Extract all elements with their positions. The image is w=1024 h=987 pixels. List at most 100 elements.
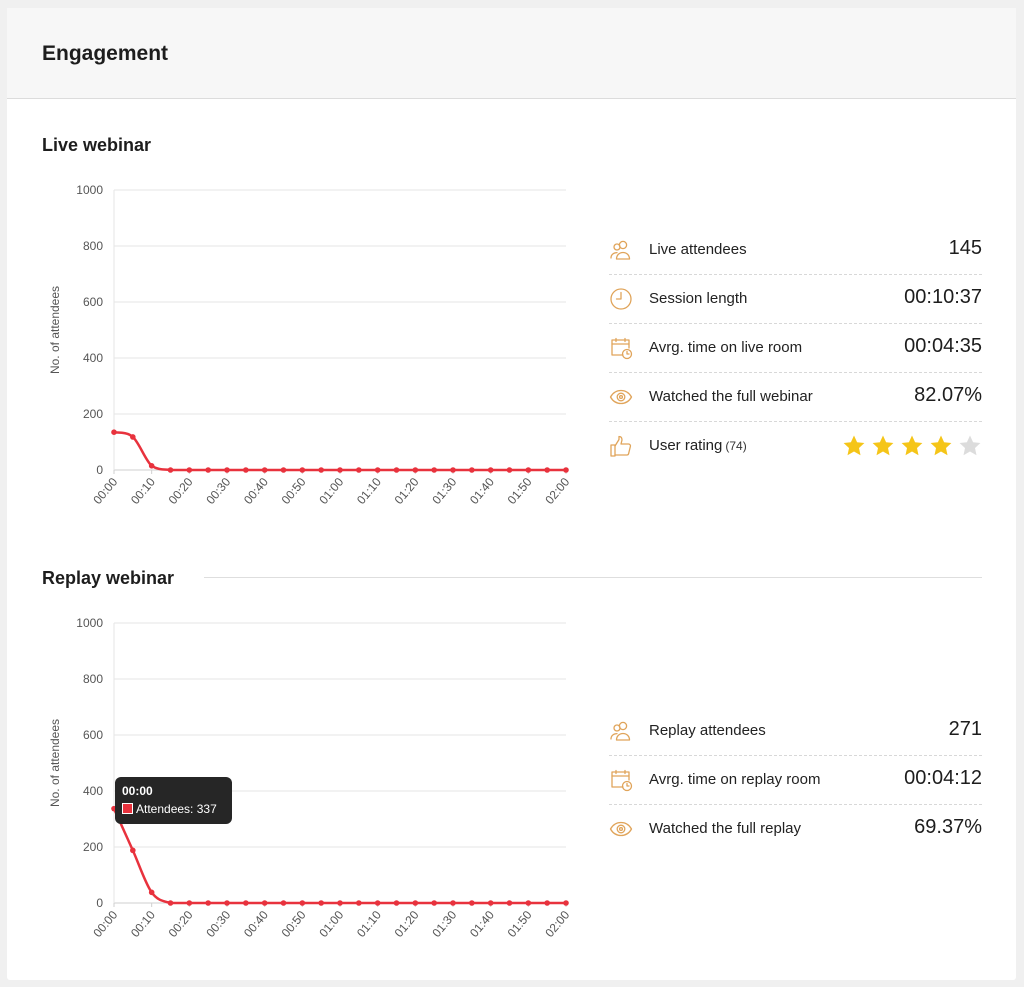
stat-value: 145	[948, 237, 982, 259]
stat-label: Watched the full webinar	[649, 388, 813, 405]
stat-label: Session length	[649, 290, 747, 307]
data-point	[374, 467, 381, 473]
star-rating	[837, 434, 982, 458]
x-tick-label: 00:20	[166, 475, 196, 507]
data-point	[130, 434, 136, 440]
stat-label-text: Avrg. time on live room	[649, 339, 803, 356]
y-tick-label: 600	[83, 295, 103, 309]
stat-value: 271	[948, 718, 982, 740]
stat-label-text: Watched the full replay	[649, 820, 802, 837]
stat-value: 00:04:12	[904, 767, 982, 789]
thumbs-up-icon	[609, 434, 633, 458]
data-point	[337, 900, 343, 906]
stat-value: 00:04:35	[904, 335, 982, 357]
data-point	[299, 900, 306, 906]
card-header: Engagement	[7, 8, 1016, 99]
attendees-icon	[609, 719, 633, 743]
x-tick-label: 00:40	[241, 475, 271, 507]
x-tick-label: 00:10	[128, 475, 158, 507]
calendar-clock-icon	[609, 768, 633, 792]
y-tick-label: 1000	[76, 616, 103, 630]
x-tick-label: 02:00	[542, 475, 572, 507]
data-point	[487, 467, 494, 473]
rating-count: (74)	[725, 439, 747, 453]
stat-row-live-4: User rating (74)	[609, 422, 982, 470]
stat-label: Replay attendees	[649, 722, 766, 739]
stat-label-text: Avrg. time on replay room	[649, 771, 821, 788]
clock-icon	[609, 287, 633, 311]
stat-label-text: Session length	[649, 290, 748, 307]
star-icon	[843, 435, 865, 456]
x-tick-label: 01:10	[354, 908, 384, 940]
data-point	[487, 900, 494, 906]
star-icon	[959, 435, 981, 456]
stat-row-replay-2: Watched the full replay 69.37%	[609, 805, 982, 853]
stat-value: 69.37%	[914, 816, 982, 838]
stat-label: Avrg. time on replay room	[649, 771, 820, 788]
data-point	[356, 900, 362, 906]
data-point	[261, 467, 268, 473]
y-tick-label: 800	[83, 239, 103, 253]
data-point	[450, 467, 456, 473]
tooltip-value: 337	[196, 802, 217, 816]
x-tick-label: 01:40	[467, 908, 497, 940]
y-tick-label: 400	[83, 784, 103, 798]
stat-row-replay-0: Replay attendees 271	[609, 707, 982, 756]
y-tick-label: 1000	[76, 183, 103, 197]
y-tick-label: 600	[83, 728, 103, 742]
data-point	[469, 900, 475, 906]
section-divider	[204, 577, 982, 578]
data-point	[280, 467, 287, 473]
x-tick-label: 01:10	[354, 475, 384, 507]
live-webinar-title: Live webinar	[42, 135, 152, 155]
y-tick-label: 200	[83, 407, 103, 421]
y-tick-label: 400	[83, 351, 103, 365]
x-tick-label: 01:00	[316, 908, 346, 940]
stat-label: Watched the full replay	[649, 820, 801, 837]
stat-row-replay-1: Avrg. time on replay room 00:04:12	[609, 756, 982, 805]
data-point	[469, 467, 475, 473]
data-point	[337, 467, 343, 473]
stat-label: Avrg. time on live room	[649, 339, 802, 356]
data-point	[148, 889, 155, 896]
x-tick-label: 02:00	[542, 908, 572, 940]
x-tick-label: 01:30	[429, 475, 459, 507]
stat-label-text: Watched the full webinar	[649, 388, 813, 405]
data-point	[393, 900, 400, 906]
data-point	[167, 900, 174, 906]
x-tick-label: 00:50	[279, 475, 309, 507]
x-tick-label: 00:30	[203, 908, 233, 940]
y-axis-label: No. of attendees	[48, 719, 62, 807]
card-title: Engagement	[42, 42, 169, 65]
data-point	[186, 900, 193, 906]
data-point	[224, 467, 230, 473]
data-point	[506, 900, 513, 906]
x-tick-label: 01:30	[429, 908, 459, 940]
data-point	[186, 467, 193, 473]
stat-label-text: User rating	[649, 437, 723, 454]
data-point	[544, 900, 550, 906]
stat-value: 82.07%	[914, 384, 982, 406]
stat-label: Live attendees	[649, 241, 747, 258]
x-tick-label: 00:00	[90, 908, 120, 940]
data-point	[261, 900, 268, 906]
tooltip-title: 00:00	[122, 784, 153, 798]
data-point	[356, 467, 362, 473]
x-tick-label: 00:30	[203, 475, 233, 507]
stat-row-live-3: Watched the full webinar 82.07%	[609, 373, 982, 422]
x-tick-label: 00:00	[90, 475, 120, 507]
star-icon	[930, 435, 952, 456]
live-attendees-chart: 0 200 400 600 800 1000 No. of attendees 00:00 00…	[48, 183, 573, 507]
data-point	[167, 467, 174, 473]
tooltip-label: Attendees	[136, 802, 197, 816]
stat-label: User rating (74)	[649, 437, 747, 454]
y-tick-label: 200	[83, 840, 103, 854]
data-point	[563, 467, 569, 473]
y-tick-label: 800	[83, 672, 103, 686]
eye-icon	[609, 385, 633, 409]
stat-row-live-0: Live attendees 145	[609, 226, 982, 275]
engagement-card: Engagement Live webinar 0 200 400 600 800 100…	[7, 8, 1016, 980]
x-tick-label: 00:10	[128, 908, 158, 940]
data-point	[506, 467, 513, 473]
